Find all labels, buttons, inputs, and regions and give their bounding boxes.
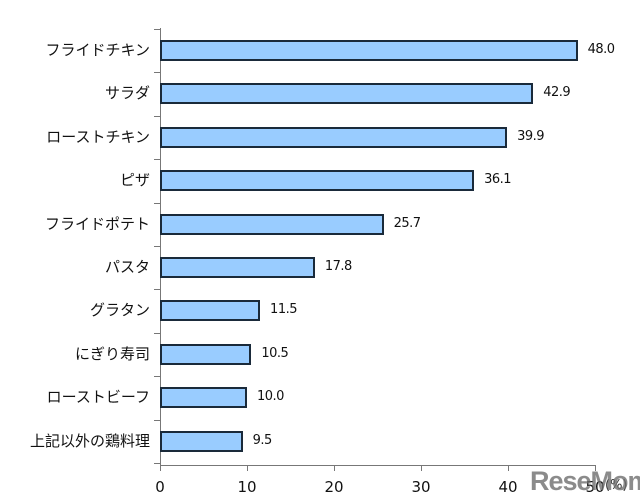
category-label: グラタン (89, 301, 150, 320)
value-label: 9.5 (252, 432, 273, 448)
category-label: にぎり寿司 (74, 344, 150, 363)
value-label: 48.0 (587, 42, 615, 57)
x-tick-label: 0 (155, 478, 165, 496)
bar (160, 40, 578, 61)
y-tick (154, 246, 160, 247)
bar (160, 257, 315, 278)
bar (160, 430, 243, 452)
x-tick-label: 20 (324, 478, 344, 496)
x-tick-label: 40 (498, 478, 518, 496)
category-label: パスタ (104, 258, 150, 276)
x-tick (508, 465, 509, 471)
value-label: 25.7 (393, 215, 421, 231)
bar (160, 170, 475, 192)
x-axis-unit: (%) (605, 478, 628, 493)
bar (160, 83, 534, 105)
x-tick (247, 465, 248, 471)
category-label: フライドポテト (44, 214, 150, 233)
y-tick (154, 289, 160, 291)
watermark-logo: ReseMom (530, 466, 640, 496)
value-label: 39.9 (517, 128, 545, 144)
category-label: 上記以外の鶏料理 (29, 431, 150, 450)
x-tick (160, 465, 161, 471)
value-label: 10.0 (257, 389, 284, 405)
x-tick (334, 465, 335, 471)
y-tick (154, 72, 160, 74)
x-tick-label: 30 (411, 478, 431, 496)
y-tick (154, 159, 160, 161)
bar (160, 387, 247, 409)
y-tick (154, 29, 160, 30)
y-tick (154, 419, 160, 421)
value-label: 11.5 (270, 302, 297, 318)
x-tick (595, 465, 596, 471)
x-tick (421, 465, 422, 471)
y-tick (154, 376, 160, 378)
bar (160, 213, 384, 235)
category-label: ローストチキン (46, 127, 150, 146)
value-label: 17.8 (324, 259, 352, 274)
x-axis (160, 465, 596, 466)
bar (160, 300, 261, 322)
y-tick (154, 115, 160, 117)
category-label: サラダ (104, 84, 150, 103)
y-tick (154, 463, 160, 464)
y-tick (154, 202, 160, 204)
x-tick-label: 50 (585, 478, 605, 496)
value-label: 36.1 (484, 172, 512, 188)
bar (160, 343, 252, 365)
y-axis (160, 28, 161, 466)
y-tick (154, 332, 160, 334)
value-label: 42.9 (543, 85, 571, 101)
category-label: ローストビーフ (46, 388, 150, 407)
bar (160, 126, 508, 148)
category-label: フライドチキン (45, 41, 150, 59)
x-tick-label: 10 (237, 478, 257, 496)
value-label: 10.5 (261, 345, 289, 361)
category-label: ピザ (119, 171, 150, 190)
